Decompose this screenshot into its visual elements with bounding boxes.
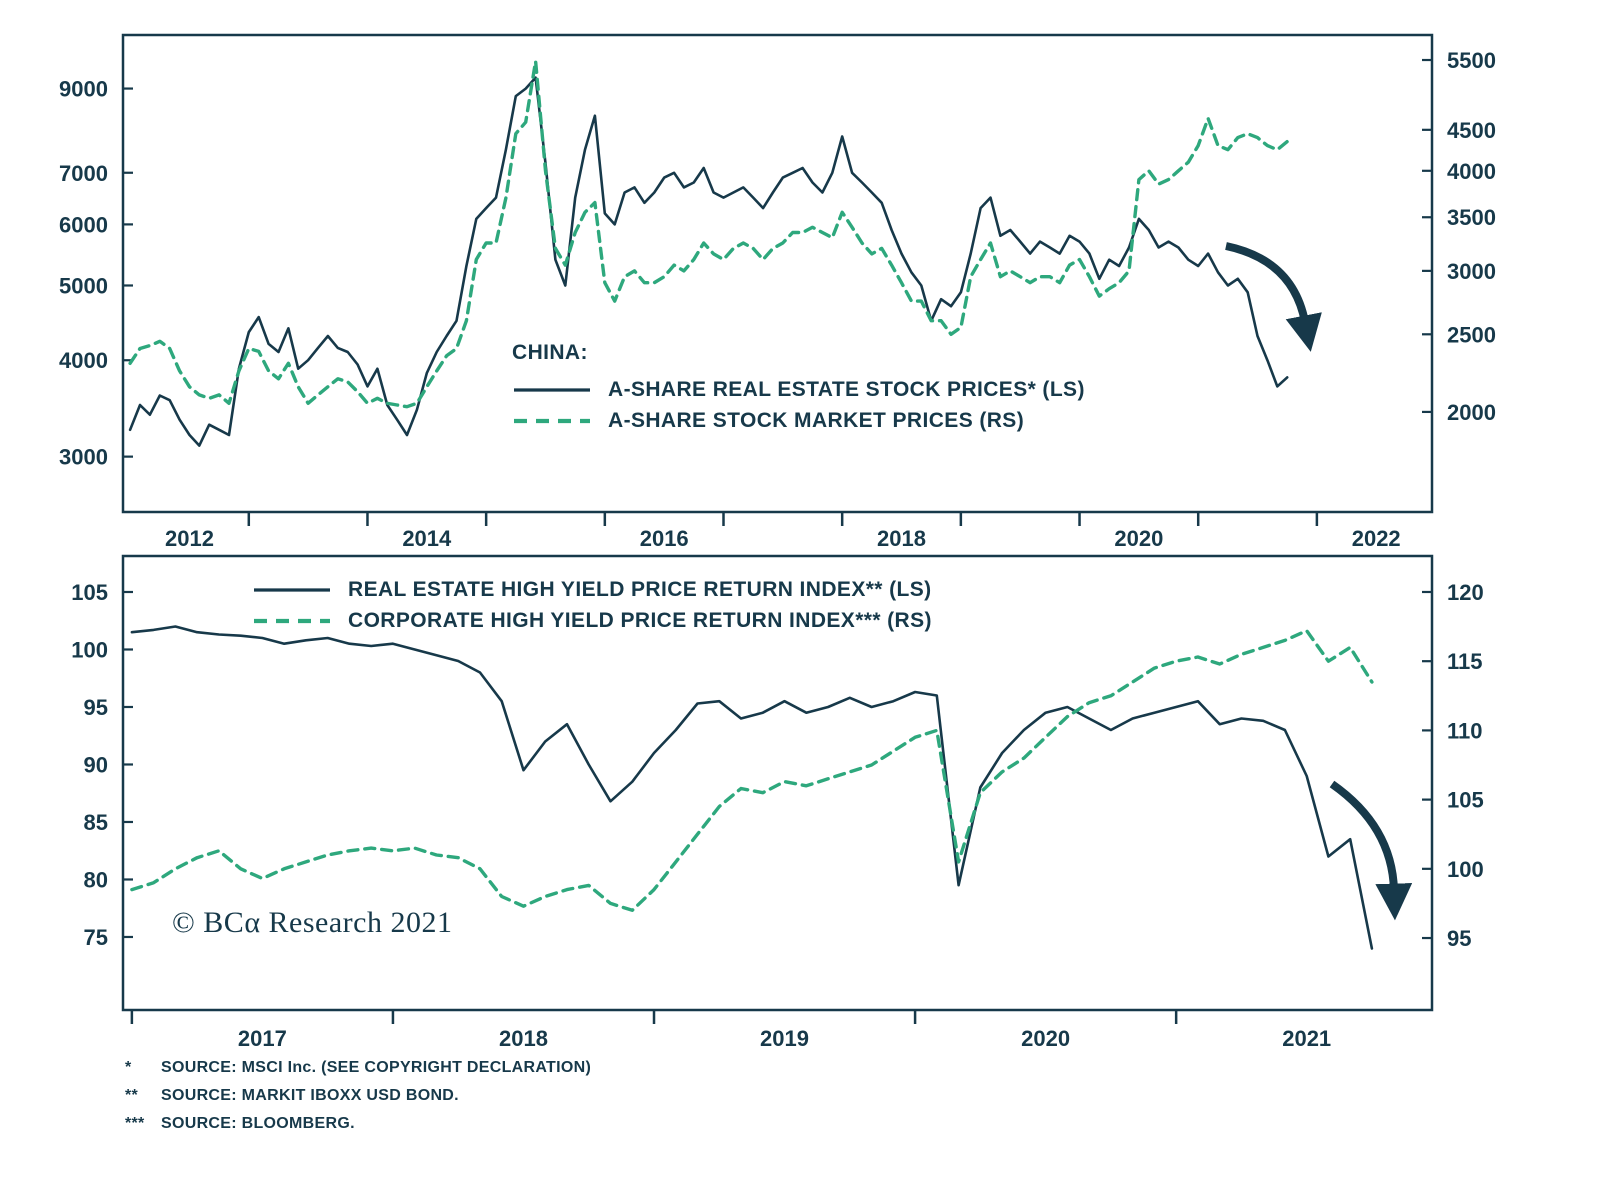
x-tick-label: 2018 <box>877 526 926 551</box>
x-tick-label: 2020 <box>1114 526 1163 551</box>
footnote-3-stars: *** <box>125 1115 145 1132</box>
copyright-text: © BCα Research 2021 <box>172 906 453 939</box>
right-axis-tick-label: 95 <box>1447 926 1471 951</box>
x-tick-label: 2019 <box>760 1026 809 1051</box>
downtrend-arrow <box>1225 242 1322 352</box>
left-axis-tick-label: 9000 <box>59 77 108 102</box>
right-axis-tick-label: 5500 <box>1447 48 1496 73</box>
china-stocks-series-2-line <box>128 59 1289 409</box>
x-tick-label: 2018 <box>499 1026 548 1051</box>
footnote-3: *** SOURCE: BLOOMBERG. <box>125 1114 591 1133</box>
left-axis-tick-label: 105 <box>71 580 108 605</box>
high-yield-series-2-line <box>130 629 1374 912</box>
right-axis-tick-label: 2000 <box>1447 400 1496 425</box>
left-axis-tick-label: 5000 <box>59 273 108 298</box>
china-stocks-frame <box>121 33 1434 514</box>
right-axis-tick-label: 4500 <box>1447 118 1496 143</box>
x-tick-label: 2012 <box>165 526 214 551</box>
top-legend-row-2: A-SHARE STOCK MARKET PRICES (RS) <box>512 405 1085 436</box>
left-axis-tick-label: 75 <box>84 925 108 950</box>
dashed-line-swatch <box>514 418 590 423</box>
footnote-1: * SOURCE: MSCI Inc. (SEE COPYRIGHT DECLA… <box>125 1058 591 1077</box>
bottom-chart-legend: REAL ESTATE HIGH YIELD PRICE RETURN INDE… <box>252 574 932 636</box>
top-legend-series2-label: A-SHARE STOCK MARKET PRICES (RS) <box>608 408 1025 432</box>
china-stocks-panel: 2012 2014 2016 2018 2020 2022 9000 7000 6000 5000… <box>59 33 1496 551</box>
right-axis-tick-label: 2500 <box>1447 322 1496 347</box>
right-axis-tick-label: 120 <box>1447 580 1484 605</box>
left-axis-tick-label: 4000 <box>59 348 108 373</box>
right-axis-tick-label: 100 <box>1447 857 1484 882</box>
bottom-legend-series2-label: CORPORATE HIGH YIELD PRICE RETURN INDEX*… <box>348 608 932 632</box>
top-chart-legend: CHINA: A-SHARE REAL ESTATE STOCK PRICES*… <box>512 341 1085 436</box>
footnote-3-text: SOURCE: BLOOMBERG. <box>161 1115 355 1132</box>
high-yield-frame <box>121 554 1434 1012</box>
bottom-legend-row-2: CORPORATE HIGH YIELD PRICE RETURN INDEX*… <box>252 605 932 636</box>
high-yield-series-1-line <box>130 625 1374 950</box>
left-axis-tick-label: 100 <box>71 637 108 662</box>
right-axis-tick-label: 105 <box>1447 788 1484 813</box>
footnotes: * SOURCE: MSCI Inc. (SEE COPYRIGHT DECLA… <box>125 1058 591 1142</box>
footnote-2-stars: ** <box>125 1087 139 1104</box>
solid-line-swatch <box>514 387 590 392</box>
high-yield-panel: 2017 2018 2019 2020 2021 105 100 95 90 85 80 75 120 1… <box>71 554 1484 1051</box>
right-axis-tick-label: 3000 <box>1447 259 1496 284</box>
footnote-2-text: SOURCE: MARKIT IBOXX USD BOND. <box>161 1087 459 1104</box>
left-axis-tick-label: 3000 <box>59 445 108 470</box>
x-tick-label: 2014 <box>402 526 452 551</box>
left-axis-tick-label: 6000 <box>59 212 108 237</box>
left-axis-tick-label: 90 <box>84 752 108 777</box>
x-tick-label: 2017 <box>238 1026 287 1051</box>
footnote-1-text: SOURCE: MSCI Inc. (SEE COPYRIGHT DECLARA… <box>161 1059 592 1076</box>
bottom-legend-series1-label: REAL ESTATE HIGH YIELD PRICE RETURN INDE… <box>348 577 932 601</box>
dashed-line-swatch <box>254 618 330 623</box>
x-tick-label: 2020 <box>1021 1026 1070 1051</box>
solid-line-swatch <box>254 587 330 592</box>
downtrend-arrow <box>1329 780 1413 921</box>
left-axis-tick-label: 7000 <box>59 161 108 186</box>
bottom-legend-row-1: REAL ESTATE HIGH YIELD PRICE RETURN INDE… <box>252 574 932 605</box>
right-axis-tick-label: 4000 <box>1447 159 1496 184</box>
left-axis-tick-label: 95 <box>84 695 108 720</box>
right-axis-tick-label: 115 <box>1447 649 1483 674</box>
left-axis-tick-label: 80 <box>84 867 108 892</box>
china-stocks-series-1-line <box>128 76 1289 447</box>
top-legend-row-1: A-SHARE REAL ESTATE STOCK PRICES* (LS) <box>512 374 1085 405</box>
x-tick-label: 2016 <box>640 526 689 551</box>
top-legend-title: CHINA: <box>512 341 588 364</box>
footnote-1-stars: * <box>125 1059 132 1076</box>
x-tick-label: 2022 <box>1352 526 1401 551</box>
left-axis-tick-label: 85 <box>84 810 108 835</box>
footnote-2: ** SOURCE: MARKIT IBOXX USD BOND. <box>125 1086 591 1105</box>
right-axis-tick-label: 110 <box>1447 718 1483 743</box>
top-legend-series1-label: A-SHARE REAL ESTATE STOCK PRICES* (LS) <box>608 377 1085 401</box>
right-axis-tick-label: 3500 <box>1447 205 1496 230</box>
x-tick-label: 2021 <box>1282 1026 1331 1051</box>
